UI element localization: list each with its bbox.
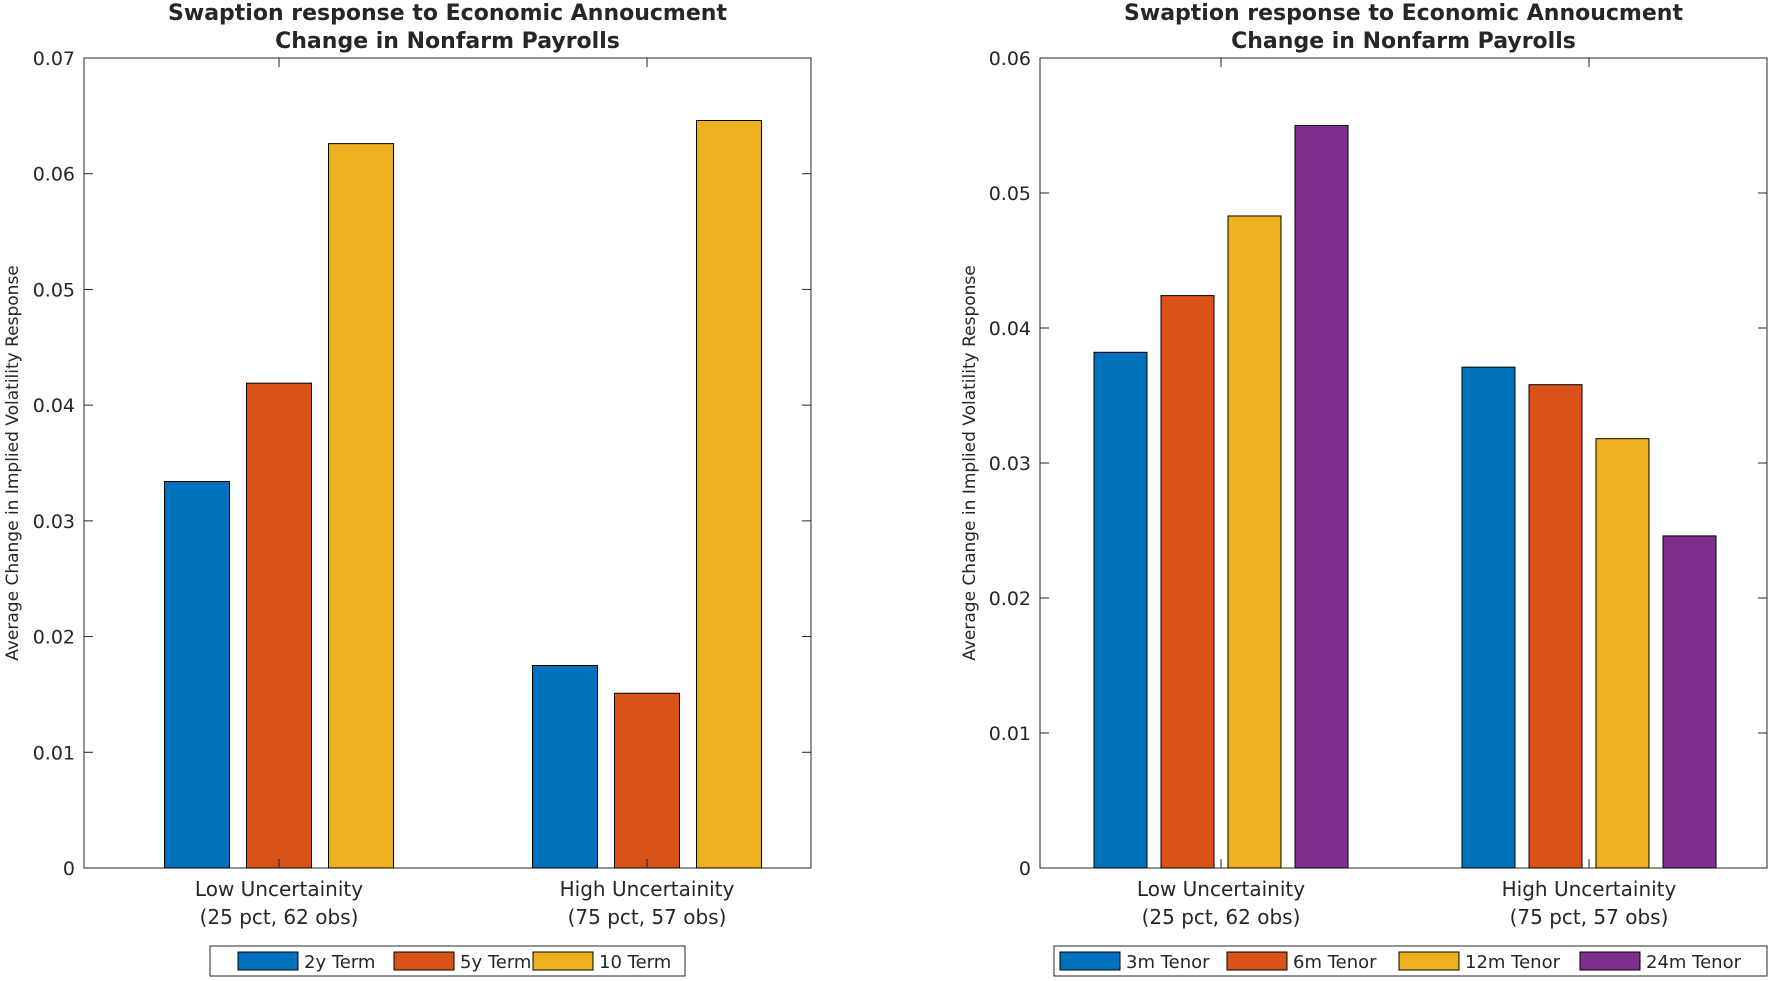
y-tick-label: 0.06	[33, 164, 75, 186]
bar-6m-tenor-1	[1160, 295, 1215, 869]
x-tick-label: Low Uncertainity	[1137, 877, 1305, 901]
legend-label: 2y Term	[304, 952, 375, 973]
y-tick-label: 0.05	[989, 183, 1031, 205]
legend-label: 12m Tenor	[1465, 952, 1561, 973]
legend-label: 6m Tenor	[1293, 952, 1377, 973]
chart-panel-2: 0 0.01 0.02 0.03 0.04 0.05 0.06 Low Uncertainit…	[960, 1, 1768, 977]
legend-swatch	[1579, 951, 1641, 971]
legend: 3m Tenor 6m Tenor 12m Tenor 24m Tenor	[1053, 945, 1768, 977]
bar-10-term-1	[328, 143, 394, 869]
y-tick-label: 0.04	[989, 318, 1031, 340]
legend-label: 24m Tenor	[1646, 952, 1742, 973]
bar-24m-tenor-2	[1662, 535, 1717, 869]
y-tick-label: 0	[1019, 858, 1031, 880]
x-tick-label: High Uncertainity	[560, 877, 735, 901]
chart-panel-1: 0 0.01 0.02 0.03 0.04 0.05 0.06 0.07 Low Uncerta…	[3, 1, 812, 977]
bar-3m-tenor-1	[1093, 351, 1148, 869]
x-tick-sublabel: (75 pct, 57 obs)	[1510, 905, 1669, 929]
y-axis-label: Average Change in Implied Volatility Res…	[960, 265, 980, 661]
legend-swatch	[1226, 951, 1288, 971]
x-tick-sublabel: (75 pct, 57 obs)	[568, 905, 727, 929]
bar-6m-tenor-2	[1528, 384, 1583, 869]
y-tick-label: 0.01	[989, 723, 1031, 745]
bar-5y-term-1	[246, 382, 312, 869]
y-tick-label: 0.05	[33, 279, 75, 301]
y-tick-label: 0.01	[33, 742, 75, 764]
chart-subtitle: Change in Nonfarm Payrolls	[1231, 29, 1576, 54]
y-tick-label: 0.03	[989, 453, 1031, 475]
legend-swatch	[1059, 951, 1121, 971]
bar-10-term-2	[696, 119, 762, 869]
axes-box	[83, 57, 812, 869]
bar-3m-tenor-2	[1461, 366, 1516, 869]
x-tick-label: High Uncertainity	[1502, 877, 1677, 901]
bar-24m-tenor-1	[1294, 125, 1349, 869]
x-tick-label: Low Uncertainity	[195, 877, 363, 901]
bar-5y-term-2	[614, 692, 680, 869]
x-tick-sublabel: (25 pct, 62 obs)	[200, 905, 359, 929]
y-tick-label: 0.02	[989, 588, 1031, 610]
x-tick-sublabel: (25 pct, 62 obs)	[1142, 905, 1301, 929]
legend-swatch	[532, 951, 594, 971]
bar-2y-term-2	[532, 665, 598, 869]
chart-subtitle: Change in Nonfarm Payrolls	[275, 29, 620, 54]
legend-swatch	[393, 951, 455, 971]
y-tick-label: 0.06	[989, 48, 1031, 70]
legend-swatch	[1398, 951, 1460, 971]
legend-label: 10 Term	[599, 952, 671, 973]
chart-title: Swaption response to Economic Annoucment	[168, 1, 727, 26]
y-tick-label: 0.02	[33, 627, 75, 649]
y-axis-label: Average Change in Implied Volatility Res…	[3, 265, 23, 661]
chart-title: Swaption response to Economic Annoucment	[1124, 1, 1683, 26]
bar-12m-tenor-1	[1227, 215, 1282, 869]
legend-label: 3m Tenor	[1126, 952, 1210, 973]
y-tick-label: 0.04	[33, 395, 75, 417]
y-tick-label: 0	[63, 858, 75, 880]
y-tick-label: 0.03	[33, 511, 75, 533]
legend-swatch	[237, 951, 299, 971]
legend-label: 5y Term	[460, 952, 531, 973]
axes-box	[1039, 57, 1768, 869]
bar-12m-tenor-2	[1595, 438, 1650, 869]
legend: 2y Term 5y Term 10 Term	[209, 945, 686, 977]
bar-2y-term-1	[164, 481, 230, 869]
y-tick-label: 0.07	[33, 48, 75, 70]
